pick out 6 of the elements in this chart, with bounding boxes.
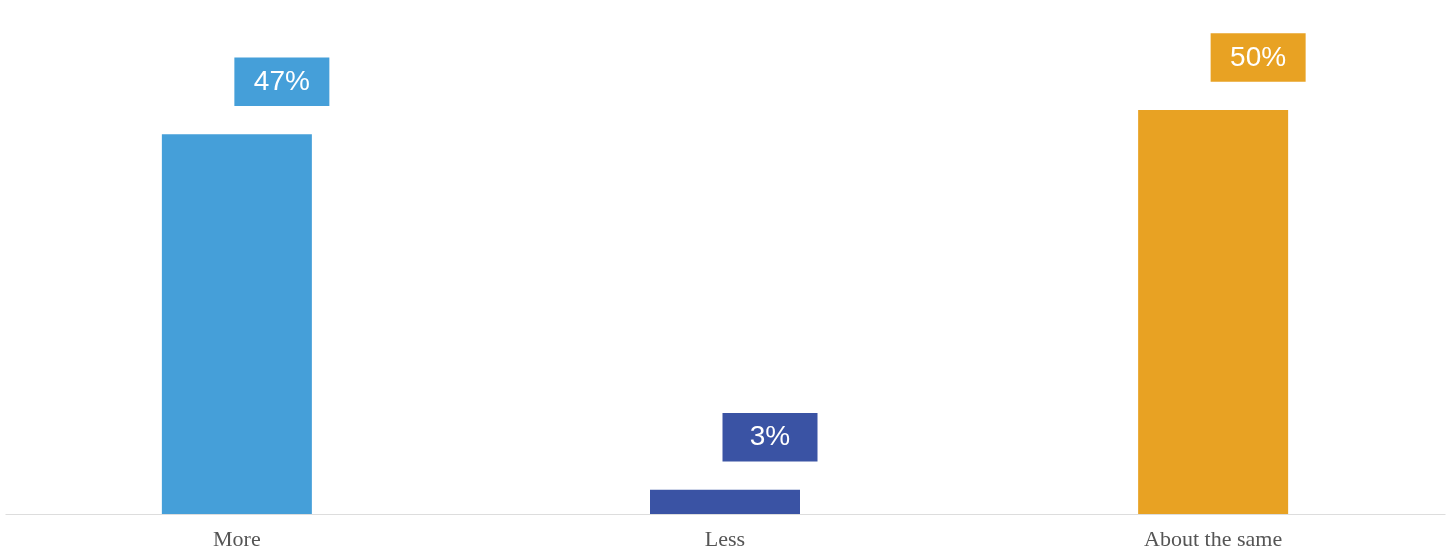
data-label: 47% xyxy=(253,64,310,96)
data-label: 3% xyxy=(749,420,791,452)
data-label: 50% xyxy=(1230,40,1287,72)
x-tick-label: Less xyxy=(704,525,746,551)
x-tick-label: More xyxy=(213,525,261,551)
x-tick-label: About the same xyxy=(1144,525,1283,551)
